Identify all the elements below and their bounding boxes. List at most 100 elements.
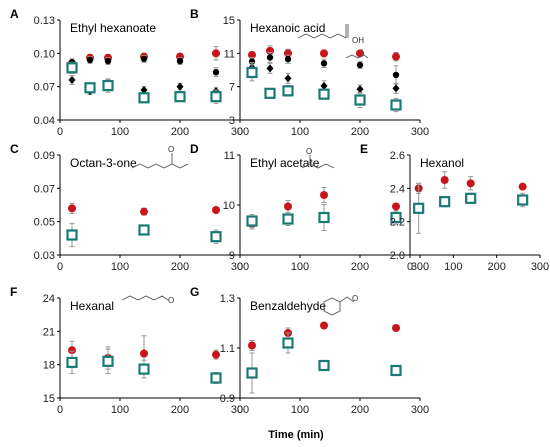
data-point: [392, 71, 400, 79]
data-point: [390, 364, 402, 377]
data-point: [138, 363, 150, 375]
data-point: [320, 191, 328, 199]
chart-title: Octan-3-one: [70, 156, 137, 170]
x-tick-label: 100: [111, 126, 129, 138]
y-tick-label: 18: [43, 360, 55, 372]
y-tick-label: 0.13: [34, 15, 55, 27]
x-tick-label: 300: [411, 404, 429, 416]
x-tick-label: 300: [231, 404, 249, 416]
data-point: [102, 355, 114, 367]
data-point: [439, 196, 451, 208]
y-tick-label: 0.10: [34, 48, 55, 60]
data-point: [176, 57, 184, 65]
y-tick-label: 0.03: [34, 250, 55, 262]
data-point: [264, 87, 276, 99]
data-point: [104, 57, 112, 65]
structure-hexanal-label: O: [168, 296, 174, 305]
y-tick-label: 24: [43, 293, 55, 305]
structure-benzaldehyde: O: [323, 294, 358, 316]
data-point: [248, 341, 256, 350]
data-point: [68, 346, 76, 355]
chart-title: Ethyl hexanoate: [70, 21, 156, 35]
x-tick-label: 0: [57, 261, 63, 273]
structure-hexanoic-acid-fragment: [345, 49, 369, 59]
structure-benzaldehyde-label: O: [352, 294, 358, 303]
data-point: [413, 202, 425, 214]
structure-ethyl-acetate: O: [301, 147, 335, 169]
y-tick-label: 2.6: [390, 150, 405, 162]
data-point: [212, 206, 220, 214]
x-tick-label: 100: [291, 261, 309, 273]
y-tick-label: 15: [43, 393, 55, 405]
x-tick-label: 100: [111, 261, 129, 273]
data-point: [140, 86, 148, 94]
x-tick-label: 200: [171, 404, 189, 416]
data-point: [68, 204, 76, 213]
data-point: [356, 85, 364, 94]
x-tick-label: 300: [411, 261, 429, 273]
data-point: [66, 356, 78, 369]
data-point: [210, 91, 222, 103]
data-point: [282, 213, 294, 225]
y-tick-label: 0.04: [34, 115, 55, 127]
data-point: [390, 99, 402, 111]
data-point: [392, 52, 400, 61]
y-tick-label: 0.09: [34, 150, 55, 162]
y-tick-label: 2.0: [390, 250, 405, 262]
data-point: [246, 66, 258, 79]
panel-label: A: [10, 7, 19, 21]
y-tick-label: 0.9: [220, 393, 235, 405]
data-point: [440, 176, 449, 184]
y-tick-label: 21: [43, 326, 55, 338]
data-point: [138, 92, 150, 104]
x-tick-label: 100: [111, 404, 129, 416]
data-point: [66, 62, 78, 74]
data-point: [356, 61, 364, 69]
x-tick-label: 100: [444, 261, 462, 273]
data-point: [248, 58, 256, 65]
structure-hexanoic-acid-label: OH: [352, 36, 364, 45]
data-point: [392, 202, 400, 211]
data-point: [318, 359, 330, 372]
y-tick-label: 1.3: [220, 293, 235, 305]
data-point: [138, 224, 150, 236]
panel-label: G: [190, 285, 199, 299]
data-point: [246, 215, 258, 227]
data-point: [140, 207, 148, 216]
x-tick-label: 0: [237, 404, 243, 416]
chart-title: Hexanal: [70, 299, 114, 313]
y-tick-label: 10: [223, 200, 235, 212]
data-point: [318, 211, 330, 224]
data-point: [517, 194, 529, 206]
data-point: [320, 81, 328, 90]
panel-label: E: [360, 142, 368, 156]
data-point: [210, 231, 222, 243]
panel-G: 0.9 1.1 1.3 0 100 200 300 G Benzaldehyde: [190, 285, 429, 416]
data-point: [465, 192, 477, 204]
x-tick-label: 0: [407, 261, 413, 273]
structure-hexanoic-acid: OH: [297, 24, 364, 45]
y-tick-label: 7: [229, 82, 235, 94]
x-tick-label: 200: [171, 126, 189, 138]
y-tick-label: 2.4: [390, 183, 405, 195]
x-tick-label: 100: [291, 126, 309, 138]
y-tick-label: 3: [229, 115, 235, 127]
data-point: [284, 74, 292, 83]
data-point: [320, 60, 328, 67]
x-tick-label: 100: [291, 404, 309, 416]
structure-ethyl-acetate-label: O: [306, 147, 312, 156]
x-tick-label: 200: [351, 404, 369, 416]
chart-title: Hexanoic acid: [250, 21, 325, 35]
data-point: [212, 350, 220, 359]
x-tick-label: 200: [351, 261, 369, 273]
data-point: [392, 324, 400, 332]
data-point: [68, 76, 76, 84]
y-tick-label: 15: [223, 15, 235, 27]
data-point: [266, 54, 274, 61]
data-point: [212, 49, 220, 58]
data-point: [140, 55, 148, 63]
panel-label: B: [190, 7, 199, 21]
